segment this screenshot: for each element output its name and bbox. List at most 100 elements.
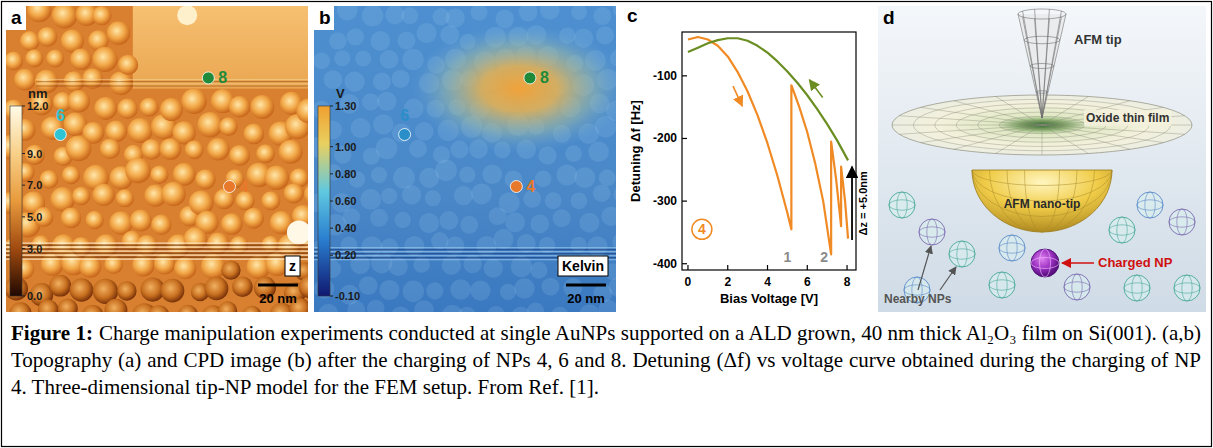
- image-particle: [458, 307, 477, 312]
- image-particle: [539, 237, 555, 253]
- image-ground: [6, 6, 308, 312]
- image-flat-area: [133, 6, 308, 89]
- image-particle: [413, 256, 430, 273]
- np-mesh: [1182, 275, 1192, 301]
- image-particle: [161, 279, 185, 303]
- np-mesh: [997, 272, 1007, 298]
- plot-data: [688, 37, 848, 254]
- image-particle: [62, 166, 80, 184]
- image-particle: [403, 281, 424, 302]
- model-panel: AFM tipOxide thin filmAFM nano-tipCharge…: [878, 6, 1206, 312]
- y-axis-title: Detuning Δf [Hz]: [628, 100, 643, 202]
- colorbar-tick: [22, 296, 25, 297]
- direction-arrow: [733, 86, 742, 106]
- colorbar-tick: [22, 153, 25, 154]
- colorbar: [318, 106, 330, 296]
- image-particle: [218, 301, 237, 312]
- image-particle: [530, 215, 549, 234]
- nearby-np: [1174, 275, 1200, 301]
- scan-stripe: [6, 249, 308, 250]
- colorbar-tick: [22, 248, 25, 249]
- image-particle: [593, 185, 611, 203]
- image-particle: [68, 90, 90, 112]
- colorbar-tick: [330, 173, 333, 174]
- np-marker-label: 4: [526, 178, 535, 195]
- scan-stripe: [314, 251, 616, 252]
- image-particle: [419, 213, 439, 233]
- afm-tip: [1018, 14, 1066, 118]
- film-mesh: [996, 96, 1042, 125]
- image-particle: [52, 6, 78, 28]
- scan-stripe: [314, 253, 616, 254]
- image-particle: [445, 8, 464, 27]
- image-particle: [117, 281, 136, 300]
- tip-mesh: [1036, 91, 1048, 94]
- nearby-np: [1137, 192, 1163, 218]
- scan-stripe: [314, 247, 616, 248]
- colorbar-tick-label: 5.0: [27, 211, 42, 223]
- tip-mesh: [1024, 36, 1060, 44]
- film-mesh: [1042, 125, 1163, 143]
- image-particle: [530, 262, 547, 279]
- caption: Figure 1:Charge manipulation experiments…: [11, 320, 1201, 401]
- label-charged-np: Charged NP: [1098, 255, 1173, 270]
- image-particle: [140, 98, 159, 117]
- image-particle: [414, 300, 434, 312]
- plot-frame: [682, 32, 856, 270]
- image-particle: [505, 212, 525, 232]
- image-particle: [519, 6, 538, 21]
- nearby-np-arrow: [940, 267, 956, 290]
- label-patch: [1084, 110, 1171, 126]
- film-mesh: [1042, 125, 1088, 154]
- image-particle: [148, 305, 170, 312]
- image-particle: [373, 114, 393, 134]
- image-particle: [379, 280, 399, 300]
- image-particle: [460, 216, 478, 234]
- nearby-np: [989, 272, 1015, 298]
- image-particle: [371, 167, 387, 183]
- image-particle: [355, 50, 371, 66]
- image-particle: [359, 276, 378, 295]
- image-particle: [565, 145, 582, 162]
- image-particle: [551, 307, 568, 312]
- image-particle: [601, 207, 616, 226]
- nearby-np-arrow: [918, 246, 931, 290]
- image-particle: [37, 27, 57, 47]
- nearby-np: [1174, 275, 1200, 301]
- image-particle: [454, 186, 473, 205]
- image-particle: [243, 123, 264, 144]
- dome-mesh: [990, 170, 1095, 232]
- np-mesh: [1124, 283, 1150, 293]
- image-highlight: [177, 6, 197, 25]
- nearby-np: [1109, 217, 1135, 243]
- image-particle: [229, 145, 250, 166]
- image-particle: [425, 190, 441, 206]
- y-tick: [682, 75, 687, 76]
- dz-label: Δz = +5.0nm: [857, 171, 869, 235]
- image-particle: [66, 135, 92, 161]
- image-particle: [72, 187, 90, 205]
- image-particle: [195, 169, 215, 189]
- nearby-np: [919, 219, 945, 245]
- np-marker-label: 4: [239, 178, 248, 195]
- scan-stripe: [36, 86, 308, 87]
- colorbar-tick-label: 0.80: [335, 168, 356, 180]
- np-mesh: [1064, 282, 1090, 292]
- film-mesh: [954, 101, 1042, 125]
- x-tick: [687, 265, 688, 270]
- image-particle: [308, 146, 309, 164]
- image-particle: [484, 259, 503, 278]
- image-particle: [117, 98, 138, 119]
- scan-stripe: [36, 81, 308, 82]
- image-particle: [25, 49, 43, 67]
- scale-bar: [258, 284, 298, 287]
- image-particle: [141, 139, 162, 160]
- film-mesh: [921, 125, 1042, 143]
- np-mesh: [927, 219, 937, 245]
- np-mesh: [1132, 275, 1142, 301]
- image-panel-b: V1.301.000.800.600.400.20-0.10684Kelvin2…: [308, 0, 646, 326]
- image-particle: [337, 6, 358, 21]
- y-tick: [682, 263, 687, 264]
- annotation-label: 4: [698, 221, 706, 237]
- colorbar-tick-label: 3.0: [27, 243, 42, 255]
